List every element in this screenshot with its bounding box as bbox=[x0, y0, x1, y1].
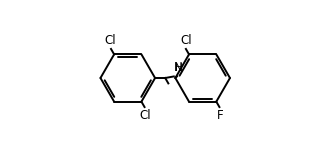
Text: F: F bbox=[217, 109, 223, 122]
Text: Cl: Cl bbox=[139, 109, 151, 122]
Text: N: N bbox=[174, 61, 183, 74]
Text: H: H bbox=[175, 63, 182, 73]
Text: Cl: Cl bbox=[180, 34, 192, 47]
Text: Cl: Cl bbox=[105, 34, 116, 47]
